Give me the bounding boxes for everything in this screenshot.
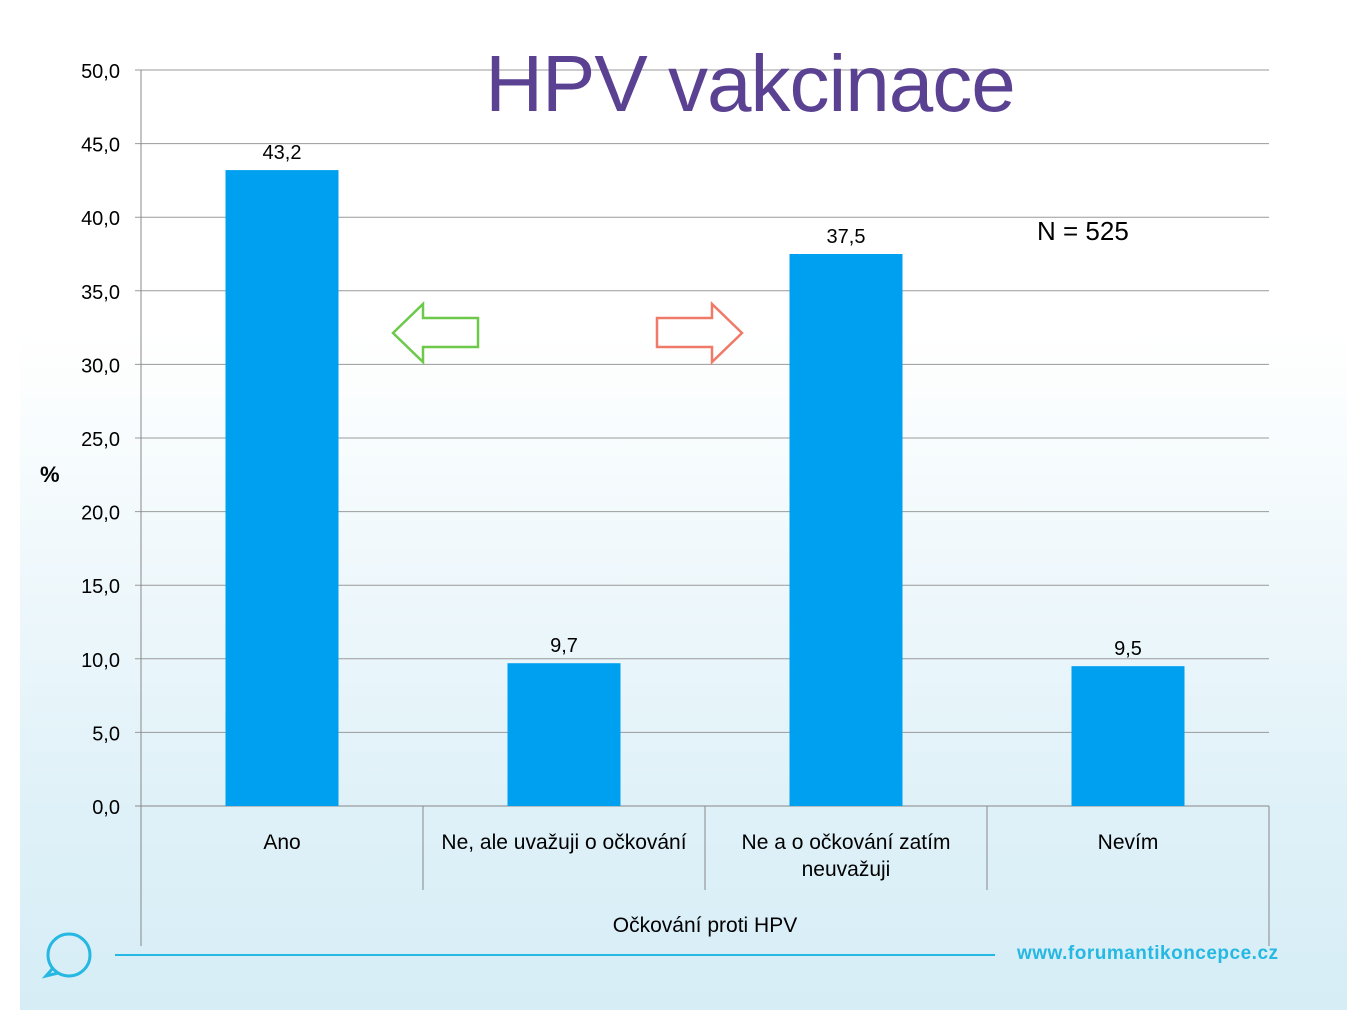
y-tick-label: 30,0 — [81, 355, 120, 377]
y-tick-label: 15,0 — [81, 576, 120, 598]
x-category-label: Ano — [263, 831, 300, 854]
y-tick-label: 20,0 — [81, 503, 120, 525]
x-category-label: Ne a o očkování zatím neuvažuji — [742, 831, 951, 881]
y-tick-labels: 0,0 5,0 10,0 15,0 20,0 25,0 30,0 35,0 40,0 45,0 50… — [81, 61, 120, 819]
x-category-labels: Ano Ne, ale uvažuji o očkování Ne a o očko… — [263, 831, 1158, 881]
axes — [140, 70, 1270, 946]
y-tick-label: 5,0 — [92, 723, 120, 745]
bar — [789, 254, 903, 806]
left-arrow-icon — [391, 301, 480, 365]
footer-url-link[interactable]: www.forumantikoncepce.cz — [1017, 943, 1279, 964]
x-category-label: Nevím — [1098, 831, 1159, 854]
data-label: 43,2 — [263, 142, 302, 164]
bar — [507, 663, 621, 806]
sample-size-annotation: N = 525 — [1037, 216, 1129, 246]
data-label: 9,5 — [1114, 638, 1142, 660]
bar — [1071, 666, 1185, 806]
y-tick-label: 25,0 — [81, 429, 120, 451]
x-category-label: Ne, ale uvažuji o očkování — [441, 831, 686, 854]
y-tick-label: 45,0 — [81, 135, 120, 157]
data-label: 37,5 — [827, 226, 866, 248]
right-arrow-icon — [655, 301, 744, 365]
y-tick-label: 10,0 — [81, 650, 120, 672]
y-tick-label: 40,0 — [81, 208, 120, 230]
footer-divider — [115, 954, 995, 956]
data-label: 9,7 — [550, 635, 578, 657]
bar — [225, 170, 339, 806]
y-tick-label: 35,0 — [81, 282, 120, 304]
bars — [225, 170, 1185, 806]
y-axis-title: % — [40, 462, 60, 487]
chart-title: HPV vakcinace — [485, 39, 1015, 128]
y-tick-label: 0,0 — [92, 797, 120, 819]
speech-bubble-icon — [42, 932, 92, 979]
y-tick-label: 50,0 — [81, 61, 120, 83]
data-labels: 43,2 9,7 37,5 9,5 — [263, 142, 1142, 660]
x-axis-title: Očkování proti HPV — [613, 914, 797, 937]
